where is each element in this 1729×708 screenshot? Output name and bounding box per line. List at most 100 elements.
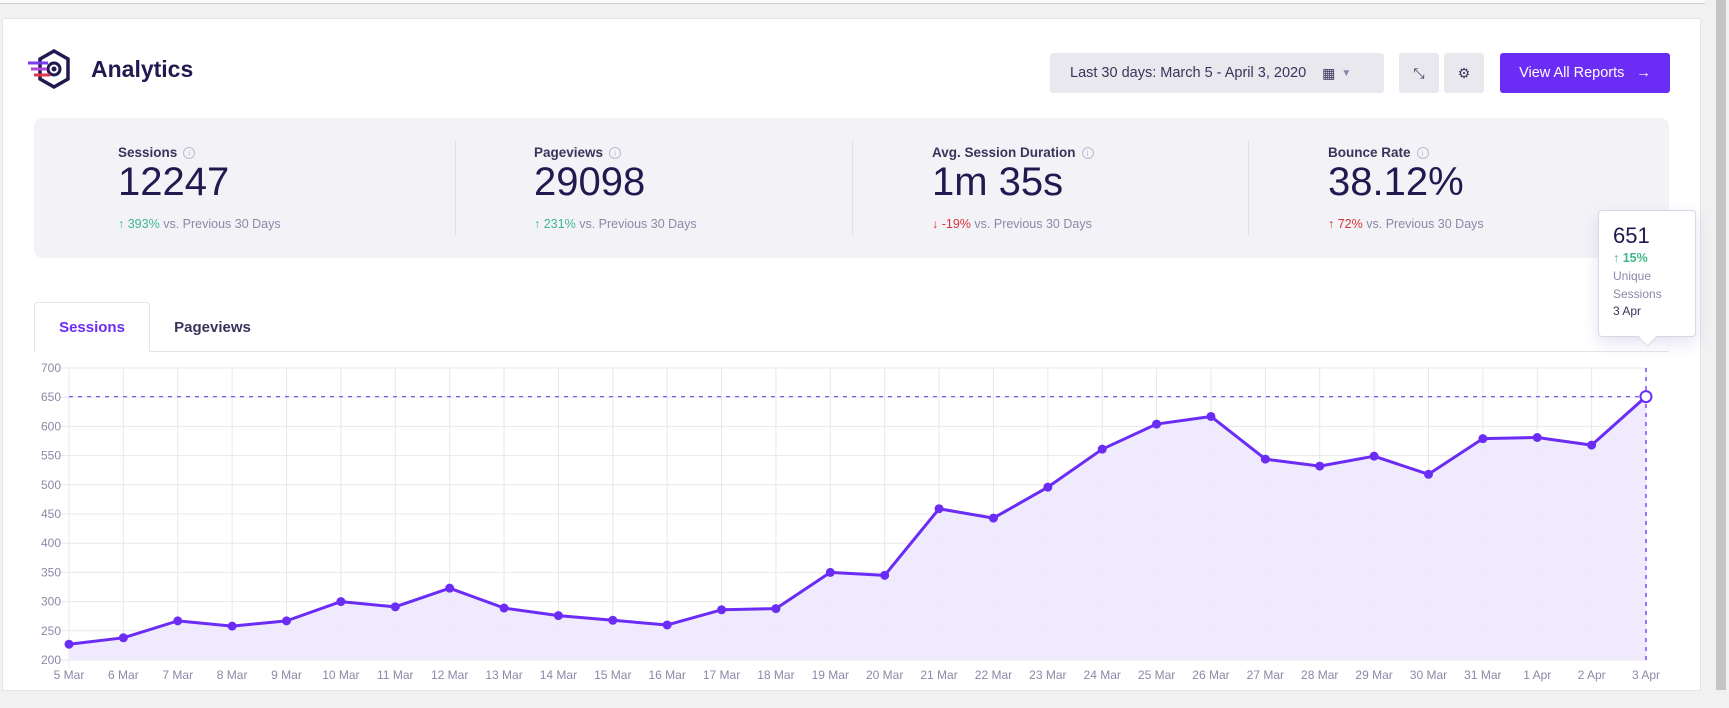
data-point <box>118 633 128 643</box>
data-point <box>988 513 998 523</box>
data-point <box>608 615 618 625</box>
x-tick-label: 31 Mar <box>1464 668 1501 682</box>
y-tick-label: 300 <box>41 595 61 609</box>
x-tick-label: 15 Mar <box>594 668 631 682</box>
data-point <box>1369 451 1379 461</box>
arrow-up-icon: ↑ <box>534 217 541 231</box>
y-tick-label: 700 <box>41 361 61 375</box>
x-tick-label: 24 Mar <box>1084 668 1121 682</box>
x-tick-label: 16 Mar <box>648 668 685 682</box>
area-fill <box>69 396 1646 660</box>
stat-comparison: vs. Previous 30 Days <box>974 217 1092 231</box>
info-icon[interactable]: i <box>1081 147 1094 159</box>
divider <box>1248 140 1249 236</box>
stat-label: Sessions <box>118 145 178 160</box>
y-tick-label: 450 <box>41 507 61 521</box>
data-point <box>1423 469 1433 479</box>
info-icon[interactable]: i <box>609 147 622 159</box>
x-tick-label: 17 Mar <box>703 668 740 682</box>
data-point <box>717 605 727 615</box>
stat-change: -19% <box>941 217 971 231</box>
chart-tooltip: 651 ↑ 15% Unique Sessions 3 Apr <box>1598 210 1696 337</box>
x-tick-label: 12 Mar <box>431 668 468 682</box>
x-tick-label: 8 Mar <box>217 668 248 682</box>
stat-label: Pageviews <box>534 145 604 160</box>
y-tick-label: 550 <box>41 449 61 463</box>
collapse-button[interactable]: ⤡ <box>1399 53 1439 93</box>
divider <box>852 140 853 236</box>
stats-panel: Sessions i 12247 ↑ 393% vs. Previous 30 D… <box>34 118 1669 258</box>
x-tick-label: 22 Mar <box>975 668 1012 682</box>
data-point <box>1206 411 1216 421</box>
data-point-highlighted <box>1639 390 1653 404</box>
stat-comparison: vs. Previous 30 Days <box>163 217 281 231</box>
data-point <box>934 504 944 514</box>
data-point <box>553 611 563 621</box>
data-point <box>227 621 237 631</box>
data-point <box>1260 454 1270 464</box>
x-tick-label: 23 Mar <box>1029 668 1066 682</box>
arrow-up-icon: ↑ <box>1328 217 1335 231</box>
data-point <box>390 602 400 612</box>
stat-change: 72% <box>1337 217 1363 231</box>
divider <box>455 140 456 236</box>
tab-sessions[interactable]: Sessions <box>34 302 150 352</box>
data-point <box>1152 419 1162 429</box>
tab-pageviews[interactable]: Pageviews <box>174 318 251 336</box>
x-tick-label: 18 Mar <box>757 668 794 682</box>
tooltip-label: Sessions <box>1613 287 1662 301</box>
x-tick-label: 26 Mar <box>1192 668 1229 682</box>
x-tick-label: 6 Mar <box>108 668 139 682</box>
x-tick-label: 5 Mar <box>54 668 85 682</box>
x-tick-label: 14 Mar <box>540 668 577 682</box>
data-point <box>880 570 890 580</box>
stat-value: 29098 <box>534 160 646 204</box>
x-tick-label: 1 Apr <box>1523 668 1551 682</box>
x-tick-label: 21 Mar <box>920 668 957 682</box>
x-tick-label: 11 Mar <box>377 668 413 682</box>
page-title: Analytics <box>91 56 194 82</box>
x-tick-label: 19 Mar <box>812 668 849 682</box>
date-range-label: Last 30 days: March 5 - April 3, 2020 <box>1070 65 1307 81</box>
data-point <box>336 597 346 607</box>
data-point <box>1097 444 1107 454</box>
gear-icon: ⚙ <box>1457 64 1471 81</box>
x-tick-label: 2 Apr <box>1578 668 1606 682</box>
y-tick-label: 200 <box>41 653 61 667</box>
stat-label: Bounce Rate <box>1328 145 1411 160</box>
sessions-line <box>68 395 1647 646</box>
view-all-reports-button[interactable]: View All Reports → <box>1500 53 1670 93</box>
stat-comparison: vs. Previous 30 Days <box>1366 217 1484 231</box>
info-icon[interactable]: i <box>183 147 196 159</box>
y-tick-label: 600 <box>41 419 61 433</box>
scrollbar[interactable] <box>1716 0 1726 690</box>
arrow-down-icon: ↓ <box>932 217 939 231</box>
browser-top-strip <box>0 0 1705 4</box>
y-tick-label: 350 <box>41 565 61 579</box>
y-tick-label: 400 <box>41 536 61 550</box>
date-range-picker[interactable]: Last 30 days: March 5 - April 3, 2020 ▦ … <box>1050 53 1384 93</box>
x-tick-label: 20 Mar <box>866 668 903 682</box>
data-point <box>1478 434 1488 444</box>
tab-divider <box>34 351 1669 352</box>
data-point <box>1043 482 1053 492</box>
data-point <box>771 604 781 614</box>
y-tick-label: 500 <box>41 478 61 492</box>
settings-button[interactable]: ⚙ <box>1444 53 1484 93</box>
logo-icon <box>28 48 70 90</box>
x-tick-label: 29 Mar <box>1355 668 1392 682</box>
data-point <box>64 639 74 649</box>
info-icon[interactable]: i <box>1416 147 1429 159</box>
calendar-icon: ▦ <box>1322 64 1336 81</box>
data-point <box>173 616 183 626</box>
x-tick-label: 10 Mar <box>322 668 359 682</box>
stat-value: 12247 <box>118 160 230 204</box>
x-tick-label: 27 Mar <box>1247 668 1284 682</box>
data-point <box>1532 432 1542 442</box>
chevron-down-icon: ▼ <box>1341 67 1352 79</box>
tooltip-change: ↑ 15% <box>1613 251 1648 265</box>
data-point <box>1315 461 1325 471</box>
stat-comparison: vs. Previous 30 Days <box>579 217 697 231</box>
stat-value: 38.12% <box>1328 160 1464 204</box>
